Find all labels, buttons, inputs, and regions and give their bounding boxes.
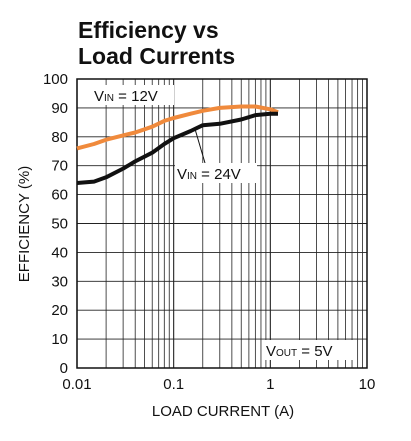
vin12-label-sub: IN [104, 93, 114, 104]
y-tick-label: 60 [51, 187, 68, 204]
vin12-series-label: VIN = 12V [94, 88, 158, 105]
y-tick-label: 80 [51, 129, 68, 146]
y-tick-label: 70 [51, 158, 68, 175]
vin24-label-main: V [177, 166, 187, 183]
y-tick-label: 10 [51, 331, 68, 348]
vin24-label-bg [175, 163, 257, 183]
y-tick-label: 50 [51, 216, 68, 233]
y-tick-label: 40 [51, 244, 68, 261]
x-tick-labels: 0.01 0.1 1 10 [62, 376, 375, 393]
x-tick-label: 1 [266, 376, 274, 393]
vin24-series-label: VIN = 24V [177, 166, 241, 183]
series-line-1 [76, 111, 278, 185]
y-tick-labels: 0 10 20 30 40 50 60 70 80 90 100 [43, 71, 68, 377]
vout-label-sub: OUT [276, 348, 297, 359]
y-axis-label: EFFICIENCY (%) [16, 166, 33, 282]
series-lines [76, 104, 279, 185]
series-line-0 [76, 104, 279, 151]
y-tick-label: 100 [43, 71, 68, 88]
vin24-leader-line [194, 128, 206, 164]
vout-annotation: VOUT = 5V [266, 343, 333, 360]
plot-frame [76, 78, 368, 369]
vin12-label-main: V [94, 88, 104, 105]
vin12-label-rest: = 12V [114, 88, 158, 105]
y-tick-label: 90 [51, 100, 68, 117]
y-tick-label: 20 [51, 302, 68, 319]
vout-label-rest: = 5V [297, 343, 332, 360]
vin24-label-rest: = 24V [197, 166, 241, 183]
x-tick-label: 0.01 [62, 376, 91, 393]
chart-title-line1: Efficiency vs [78, 17, 219, 43]
x-tick-label: 10 [359, 376, 376, 393]
x-tick-label: 0.1 [163, 376, 184, 393]
vout-label-main: V [266, 343, 276, 360]
y-tick-label: 0 [60, 360, 68, 377]
vout-label-bg [264, 340, 354, 360]
vin24-label-sub: IN [187, 171, 197, 182]
x-axis-label: LOAD CURRENT (A) [152, 403, 294, 420]
y-tick-label: 30 [51, 273, 68, 290]
vin12-label-bg [92, 85, 174, 105]
chart-title-line2: Load Currents [78, 43, 235, 69]
